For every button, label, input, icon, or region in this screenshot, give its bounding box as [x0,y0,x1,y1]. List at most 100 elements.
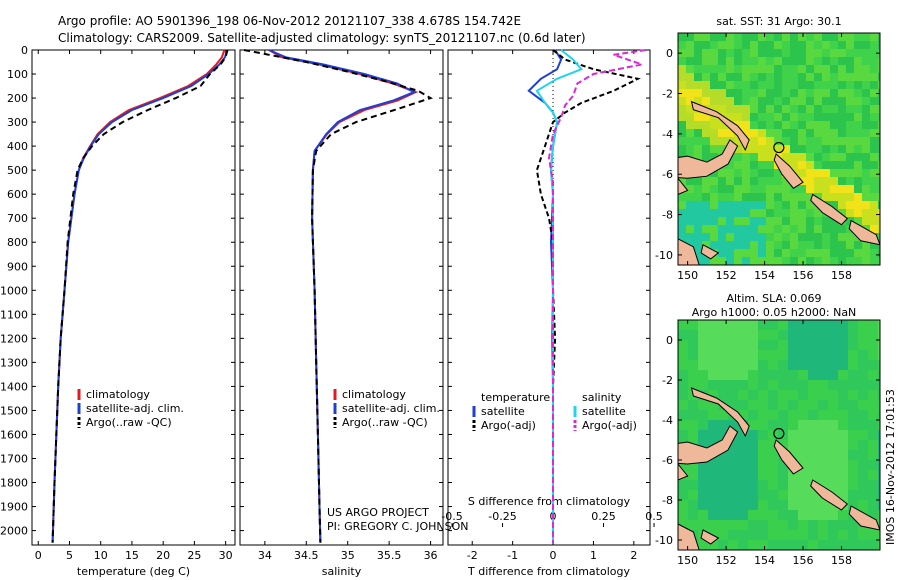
sla-map-cell [798,330,808,340]
sst-map-cell [710,41,718,49]
sla-map-cell [718,450,728,460]
sla-map-cell [708,360,718,370]
sst-map-cell [854,121,862,129]
sla-map-cell [738,490,748,500]
sst-map-cell [822,97,830,105]
sst-map-cell [774,97,782,105]
sla-map-cell [758,520,768,530]
sst-map-cell [854,169,862,177]
sst-map-cell [750,257,758,265]
sla-map-cell [678,460,688,470]
sst-map-cell [702,217,710,225]
sst-map-cell [694,209,702,217]
sla-map-cell [708,470,718,480]
sst-map-cell [750,233,758,241]
sst-map-cell [766,193,774,201]
sst-map-cell [774,233,782,241]
sla-map-cell [788,390,798,400]
sst-map-cell [710,33,718,41]
sst-map-cell [710,217,718,225]
sst-map-cell [790,65,798,73]
sst-map-cell [758,73,766,81]
sst-map-cell [710,145,718,153]
sst-map-cell [838,81,846,89]
sla-map-cell [878,440,880,450]
sla-map-cell [688,470,698,480]
sla-map-cell [728,440,738,450]
sst-map-cell [758,257,766,265]
sla-map-cell [738,360,748,370]
sst-map-cell [734,249,742,257]
sla-map-cell [778,460,788,470]
sla-map-cell [788,520,798,530]
temperature-xtick-label: 15 [125,549,139,562]
sst-map-cell [678,201,686,209]
sst-map-cell [830,193,838,201]
sla-map-cell [808,470,818,480]
imos-timestamp: IMOS 16-Nov-2012 17:01:53 [884,389,897,545]
sst-map-cell [862,249,870,257]
sst-map-ytick-label: -4 [662,128,673,141]
sst-map-cell [742,153,750,161]
sst-map-cell [878,65,880,73]
sst-map-cell [862,241,870,249]
sst-map-cell [678,65,686,73]
sst-map-cell [774,121,782,129]
sst-map-cell [814,161,822,169]
sla-map-cell [808,340,818,350]
sla-map-cell [708,330,718,340]
difference-legend-label: Argo(-adj) [481,419,536,432]
sst-map-cell [782,65,790,73]
pi-credit: PI: GREGORY C. JOHNSON [327,520,468,533]
sst-map-cell [806,249,814,257]
sla-map-cell [678,490,688,500]
sla-map-cell [688,520,698,530]
sst-map-cell [814,65,822,73]
sst-map-cell [798,33,806,41]
sst-map-cell [758,249,766,257]
sst-map-cell [774,89,782,97]
sst-map-cell [686,65,694,73]
sla-map-cell [828,460,838,470]
sla-map-cell [698,420,708,430]
legend-group-salinity: salinity [582,391,622,404]
sla-map-cell [878,360,880,370]
sla-map-cell [688,510,698,520]
sst-map-cell [862,217,870,225]
sla-map-cell [778,510,788,520]
sst-map-cell [678,89,686,97]
sst-map-cell [758,65,766,73]
sst-map-cell [734,169,742,177]
sla-map-cell [818,500,828,510]
sst-map-cell [718,33,726,41]
difference-xtick-label: 0 [550,549,557,562]
sst-map-cell [766,233,774,241]
sla-map-cell [838,350,848,360]
sst-map-cell [766,89,774,97]
sst-map-cell [678,105,686,113]
sla-map-cell [848,400,858,410]
sla-map-cell [688,460,698,470]
sst-map-cell [854,249,862,257]
sst-map-cell [846,153,854,161]
sst-map-cell [750,97,758,105]
sst-map-cell [782,105,790,113]
sla-map-cell [818,340,828,350]
sla-map-cell [798,440,808,450]
sst-map-cell [822,81,830,89]
difference-legend-label: satellite [582,405,626,418]
sst-map-cell [822,41,830,49]
sst-map-cell [870,217,878,225]
sla-map-cell [808,330,818,340]
sst-map-cell [814,137,822,145]
sst-map-cell [702,233,710,241]
sst-map-cell [742,33,750,41]
sst-map-cell [742,89,750,97]
sla-map-land-solomons-2 [848,505,880,531]
sla-map-cell [798,360,808,370]
sst-map-cell [814,57,822,65]
sst-map-cell [878,81,880,89]
sla-map-cell [878,540,880,550]
sst-map-cell [798,97,806,105]
sst-map-cell [870,257,878,265]
